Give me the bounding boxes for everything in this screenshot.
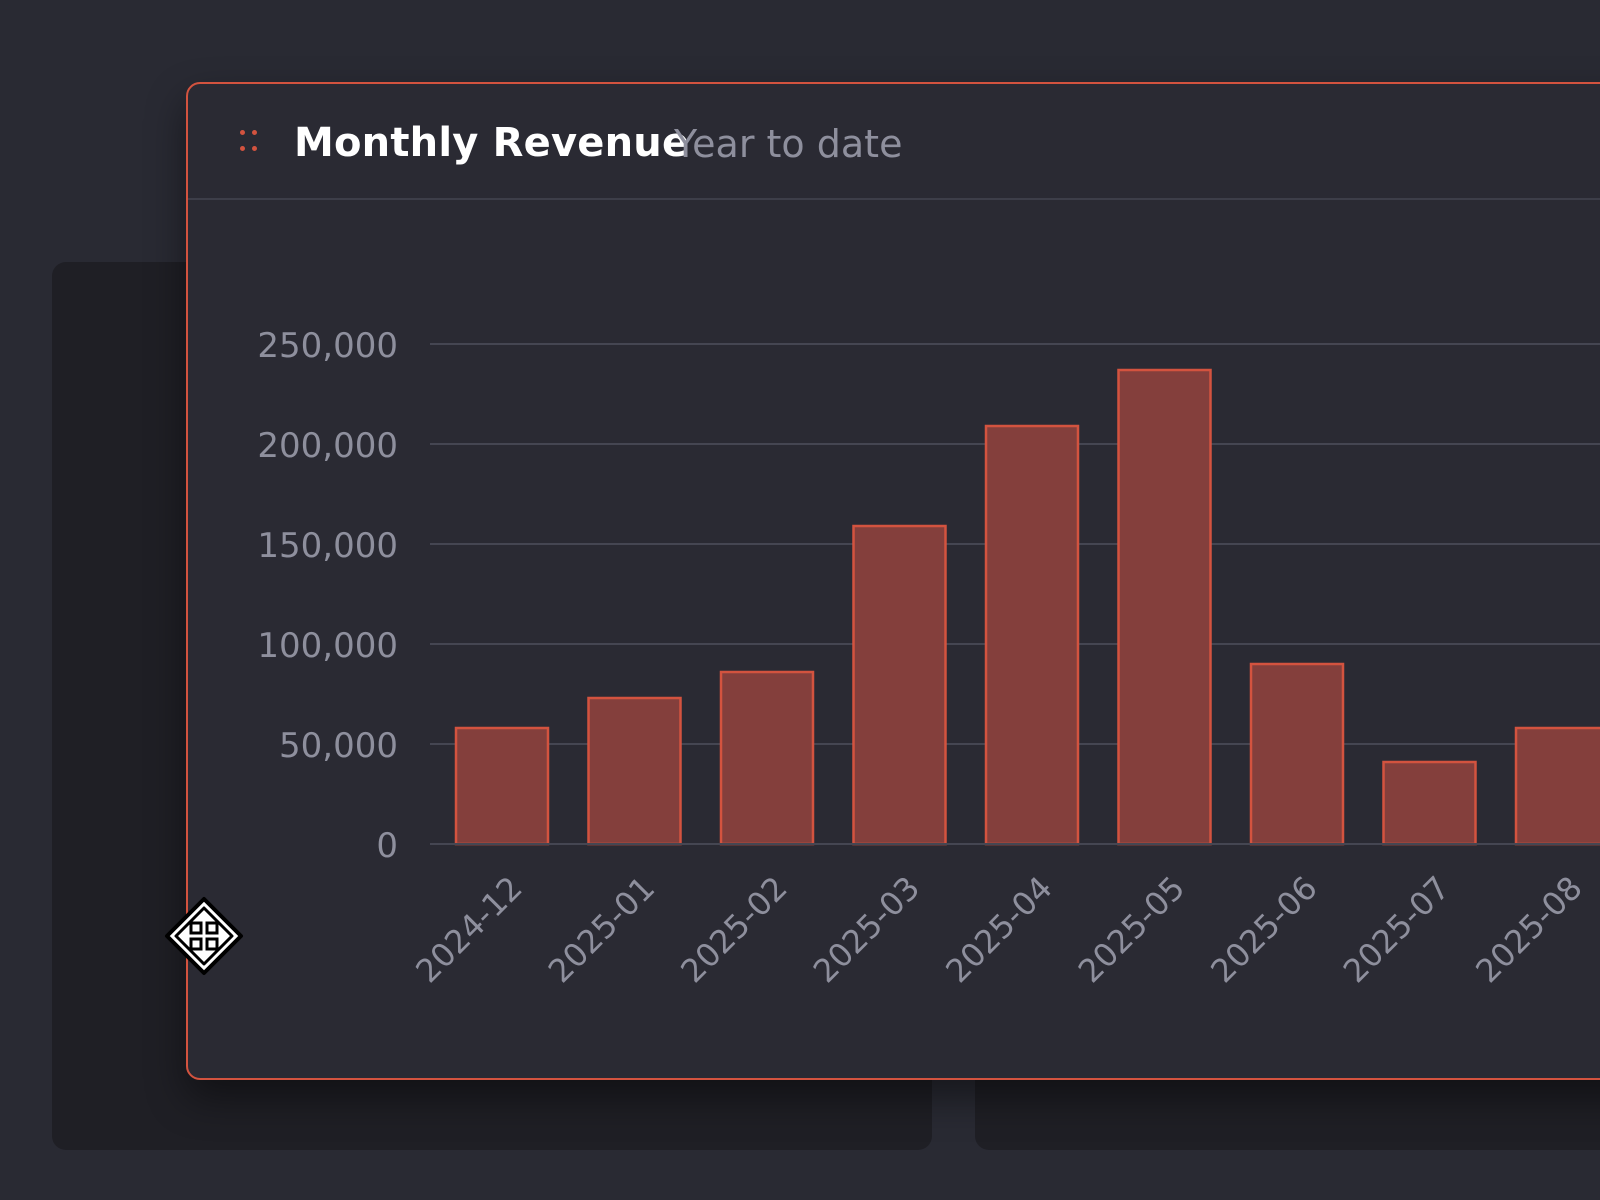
bar-2025-05 — [1117, 368, 1212, 846]
x-tick-label: 2025-05 — [1071, 869, 1192, 990]
x-tick-label: 2024-12 — [408, 869, 529, 990]
revenue-panel[interactable]: Monthly Revenue Year to date 0 50,000 100,… — [186, 82, 1600, 1080]
x-tick-label: 2025-02 — [673, 869, 794, 990]
y-tick-label: 200,000 — [257, 426, 398, 466]
bar-2025-02 — [719, 670, 815, 846]
y-tick-label: 0 — [376, 826, 398, 866]
bar-2025-06 — [1249, 662, 1345, 846]
bar-2025-07 — [1382, 760, 1477, 846]
y-tick-label: 100,000 — [257, 626, 398, 666]
panel-title: Monthly Revenue — [294, 120, 690, 166]
bar-2025-01 — [587, 696, 682, 846]
panel-subtitle: Year to date — [674, 122, 903, 166]
x-tick-label: 2025-03 — [806, 869, 927, 990]
drag-handle-icon[interactable] — [240, 130, 260, 156]
bar-2024-12 — [454, 726, 550, 846]
x-tick-label: 2025-04 — [938, 869, 1059, 990]
x-tick-label: 2025-08 — [1468, 869, 1589, 990]
x-tick-label: 2025-01 — [541, 869, 662, 990]
x-tick-label: 2025-06 — [1203, 869, 1324, 990]
x-tick-label: 2025-07 — [1336, 869, 1457, 990]
y-tick-label: 150,000 — [257, 526, 398, 566]
bar-2025-03 — [852, 524, 947, 846]
panel-header[interactable]: Monthly Revenue Year to date — [188, 84, 1600, 200]
revenue-bar-chart: 0 50,000 100,000 150,000 200,000 250,000 2024-… — [257, 326, 1600, 990]
bar-2025-08 — [1514, 726, 1600, 846]
y-tick-label: 250,000 — [257, 326, 398, 366]
bar-2025-04 — [984, 424, 1080, 846]
move-cursor-icon — [165, 897, 243, 975]
y-tick-label: 50,000 — [279, 726, 398, 766]
